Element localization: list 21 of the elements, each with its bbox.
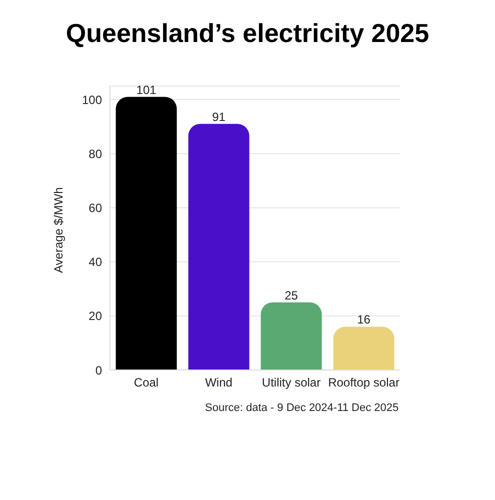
source-note: Source: data - 9 Dec 2024-11 Dec 2025 bbox=[205, 402, 399, 414]
y-tick-label: 40 bbox=[88, 255, 102, 270]
data-label: 25 bbox=[284, 288, 298, 302]
y-tick-label: 20 bbox=[88, 309, 102, 324]
x-tick-label: Rooftop solar bbox=[328, 376, 400, 390]
chart-title: Queensland’s electricity 2025 bbox=[64, 18, 430, 49]
bar bbox=[260, 302, 322, 370]
data-label: 91 bbox=[212, 110, 226, 124]
bar bbox=[116, 96, 177, 370]
data-label: 101 bbox=[136, 82, 157, 97]
x-tick-label: Wind bbox=[205, 376, 232, 390]
y-tick-label: 60 bbox=[88, 200, 102, 215]
bar bbox=[333, 326, 394, 370]
x-tick-label: Utility solar bbox=[262, 376, 321, 390]
data-label: 16 bbox=[357, 312, 371, 327]
bar bbox=[188, 124, 250, 370]
y-tick-label: 80 bbox=[88, 146, 102, 161]
y-tick-label: 0 bbox=[95, 363, 102, 378]
x-tick-label: Coal bbox=[134, 376, 159, 390]
y-axis-title: Average $/MWh bbox=[51, 187, 66, 273]
y-tick-label: 100 bbox=[82, 92, 102, 107]
